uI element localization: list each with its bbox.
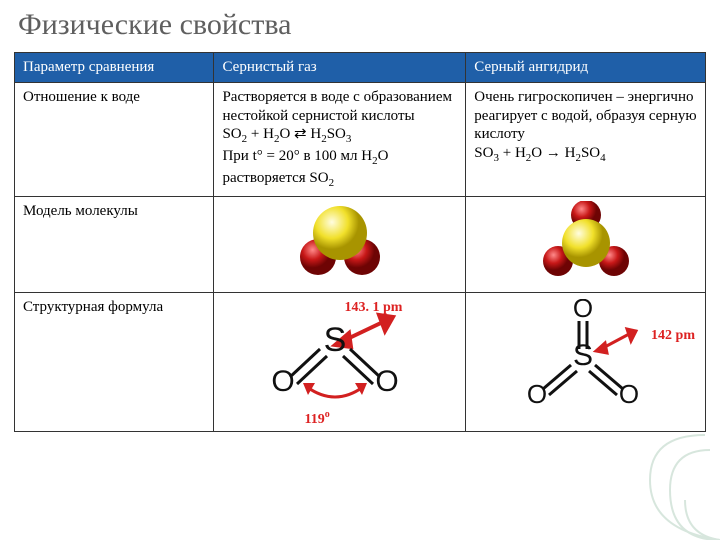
so2-bond-length: 143. 1 pm <box>344 299 402 317</box>
t: SO <box>581 145 600 161</box>
header-row: Параметр сравнения Сернистый газ Серный … <box>15 53 706 83</box>
t: 2 <box>329 177 335 189</box>
svg-text:S: S <box>573 339 593 372</box>
t: + H <box>247 126 274 142</box>
corner-swirl-icon <box>610 430 720 540</box>
page-title: Физические свойства <box>0 0 720 42</box>
t: SO <box>327 126 346 142</box>
svg-text:S: S <box>324 321 347 359</box>
deg-icon: o <box>325 409 330 420</box>
t: При t° = 20° в 100 мл H <box>222 148 372 164</box>
svg-text:O: O <box>527 379 547 409</box>
so3-eq: SO3 + H2O → H2SO4 <box>474 145 605 161</box>
svg-text:O: O <box>271 365 294 398</box>
t: O ⇄ H <box>279 126 321 142</box>
t: O → H <box>531 145 575 161</box>
row-water-so3: Очень гигроскопичен – энергично реагируе… <box>466 82 706 196</box>
row-water-so2: Растворяется в воде с образованием несто… <box>214 82 466 196</box>
header-so2: Сернистый газ <box>214 53 466 83</box>
row-model: Модель молекулы <box>15 196 706 293</box>
so2-structure-icon: S O O <box>235 299 445 421</box>
svg-text:O: O <box>619 379 639 409</box>
row-model-label: Модель молекулы <box>15 196 214 293</box>
t: 4 <box>600 152 606 164</box>
t: + H <box>499 145 526 161</box>
so3-molecule-icon <box>526 201 646 283</box>
t: 3 <box>346 133 352 145</box>
so2-angle: 119 <box>304 412 324 427</box>
so3-bond-length: 142 pm <box>651 327 695 345</box>
model-so3 <box>466 196 706 293</box>
so3-water-line1: Очень гигроскопичен – энергично реагируе… <box>474 89 696 143</box>
row-struct-label: Структурная формула <box>15 293 214 432</box>
so2-water-line3: При t° = 20° в 100 мл H2O растворяется S… <box>222 148 388 186</box>
so2-angle-wrap: 119o <box>304 409 329 429</box>
svg-text:O: O <box>573 299 593 323</box>
so2-molecule-icon <box>280 201 400 283</box>
struct-so2: S O O 143. 1 pm 119o <box>214 293 466 432</box>
struct-so3: S O O O 142 pm <box>466 293 706 432</box>
so2-eq: SO2 + H2O ⇄ H2SO3 <box>222 126 351 142</box>
t: SO <box>474 145 493 161</box>
model-so2 <box>214 196 466 293</box>
header-param: Параметр сравнения <box>15 53 214 83</box>
t: SO <box>222 126 241 142</box>
so2-water-line1: Растворяется в воде с образованием несто… <box>222 89 452 124</box>
header-so3: Серный ангидрид <box>466 53 706 83</box>
row-water-label: Отношение к воде <box>15 82 214 196</box>
row-water: Отношение к воде Растворяется в воде с о… <box>15 82 706 196</box>
row-struct: Структурная формула <box>15 293 706 432</box>
so3-structure-icon: S O O O <box>501 299 671 419</box>
properties-table: Параметр сравнения Сернистый газ Серный … <box>14 52 706 432</box>
svg-text:O: O <box>375 365 398 398</box>
